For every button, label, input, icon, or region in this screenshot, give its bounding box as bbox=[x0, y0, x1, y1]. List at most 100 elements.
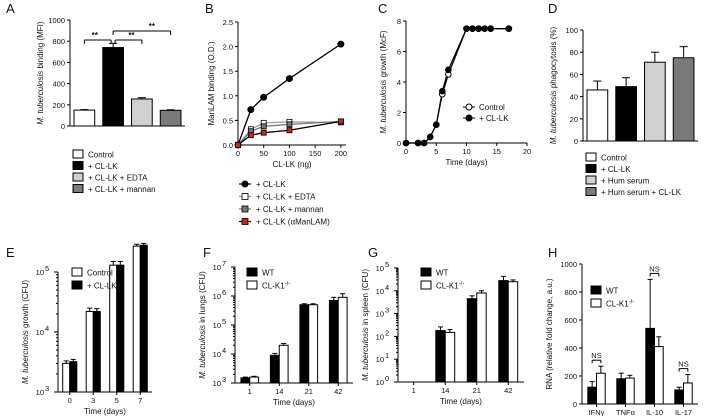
data-point bbox=[487, 25, 495, 32]
series-line bbox=[406, 28, 509, 144]
bar bbox=[615, 86, 637, 142]
y-tick-label: 10 bbox=[213, 379, 221, 388]
y-tick-label: 0 bbox=[573, 400, 577, 409]
y-tick-label: 0 bbox=[397, 139, 401, 148]
legend-swatch bbox=[585, 152, 597, 162]
x-tick-label: 10 bbox=[462, 147, 470, 156]
legend-label: + CL-LK bbox=[479, 114, 509, 123]
x-tick-label: 21 bbox=[305, 387, 313, 396]
legend-marker bbox=[241, 180, 249, 188]
data-point bbox=[286, 121, 293, 128]
x-axis-label: Time (days) bbox=[273, 398, 315, 407]
x-tick-label: 200 bbox=[335, 149, 348, 158]
legend-label: CL-K1-/- bbox=[262, 282, 290, 291]
panel-letter: H bbox=[548, 245, 557, 260]
x-tick-label: 0 bbox=[68, 396, 72, 405]
data-point bbox=[426, 133, 434, 141]
y-tick-label: 10 bbox=[376, 264, 384, 273]
legend-label: Control bbox=[88, 151, 114, 160]
series-line bbox=[406, 28, 509, 144]
x-tick-label: 15 bbox=[493, 147, 501, 156]
bar bbox=[278, 344, 289, 384]
x-tick-label: 0 bbox=[236, 149, 240, 158]
x-tick-label: IFNγ bbox=[589, 408, 605, 416]
x-tick-label: 5 bbox=[434, 147, 438, 156]
legend-label: + CL-LK bbox=[601, 165, 631, 174]
x-tick-label: 100 bbox=[283, 149, 296, 158]
y-tick-exponent: 2 bbox=[385, 328, 389, 337]
legend-label: + CL-LK (αManLAM) bbox=[256, 218, 330, 227]
significance-mark: NS bbox=[591, 351, 601, 360]
data-point bbox=[469, 25, 476, 32]
data-point bbox=[439, 87, 446, 95]
legend-label: WT bbox=[262, 269, 275, 278]
legend-marker bbox=[465, 114, 473, 122]
legend-swatch bbox=[71, 280, 83, 290]
significance-mark: NS bbox=[678, 360, 688, 369]
bar bbox=[683, 382, 693, 405]
data-point bbox=[337, 118, 344, 125]
data-point bbox=[414, 139, 422, 147]
y-tick-label: 200 bbox=[52, 101, 65, 110]
legend-marker bbox=[241, 193, 249, 200]
panel-letter: B bbox=[205, 1, 214, 16]
bar bbox=[102, 47, 124, 127]
y-tick-label: 10 bbox=[36, 328, 44, 337]
legend-label: + Hum serum + CL-LK bbox=[601, 188, 682, 197]
y-tick-label: 600 bbox=[564, 316, 577, 325]
y-tick-label: 2.0 bbox=[223, 43, 233, 52]
x-axis-label: Time (days) bbox=[84, 407, 126, 416]
y-tick-label: 0.5 bbox=[223, 116, 233, 125]
legend-label: CL-K1-/- bbox=[436, 282, 464, 291]
bar bbox=[587, 386, 597, 405]
x-tick-label: 21 bbox=[473, 386, 481, 395]
y-tick-label: 2 bbox=[397, 109, 401, 118]
y-tick-label: 400 bbox=[52, 80, 65, 89]
bar bbox=[240, 377, 251, 384]
y-tick-label: 0 bbox=[61, 122, 65, 131]
panel-H: H 0 200 400 600 800 1000 RNA (relative fold cha… bbox=[545, 245, 698, 416]
bar bbox=[444, 331, 456, 383]
bar bbox=[435, 330, 446, 383]
legend-swatch bbox=[420, 267, 432, 277]
y-tick-exponent: 3 bbox=[385, 306, 389, 315]
legend-swatch bbox=[246, 280, 258, 290]
y-tick-label: 0 bbox=[574, 137, 578, 146]
y-tick-label: 40 bbox=[570, 93, 578, 102]
y-tick-label: 100 bbox=[565, 26, 578, 35]
bar bbox=[69, 361, 78, 393]
bar bbox=[507, 281, 519, 383]
y-tick-label: 10 bbox=[376, 355, 384, 364]
significance-mark: ** bbox=[92, 31, 99, 40]
data-point bbox=[505, 25, 513, 32]
legend-label: WT bbox=[606, 287, 619, 296]
data-point bbox=[445, 66, 452, 74]
legend-label: Control bbox=[601, 154, 627, 163]
data-point bbox=[420, 139, 428, 147]
y-tick-label: 200 bbox=[564, 372, 577, 381]
data-point bbox=[260, 123, 267, 130]
y-tick-exponent: 0 bbox=[385, 374, 389, 383]
y-axis-label: M. tuberculosis in lungs (CFU) bbox=[198, 271, 207, 379]
y-tick-label: 1000 bbox=[48, 16, 65, 25]
legend-swatch bbox=[420, 280, 432, 290]
legend-swatch bbox=[590, 298, 602, 308]
legend-label: + Hum serum bbox=[601, 177, 650, 186]
panel-letter: E bbox=[6, 245, 15, 260]
bar bbox=[85, 310, 94, 393]
x-tick-label: IL-17 bbox=[675, 408, 692, 416]
bar bbox=[328, 299, 339, 384]
bar bbox=[139, 244, 148, 393]
y-axis-label: M. tuberculosis in spleen (CFU) bbox=[361, 269, 370, 381]
bar bbox=[625, 377, 635, 405]
bar bbox=[498, 280, 509, 383]
bar bbox=[73, 109, 96, 127]
x-tick-label: 150 bbox=[309, 149, 322, 158]
bar bbox=[62, 362, 71, 393]
y-tick-label: 1.5 bbox=[223, 67, 233, 76]
x-tick-label: 1 bbox=[248, 387, 252, 396]
y-tick-label: 800 bbox=[52, 37, 65, 46]
bar bbox=[308, 304, 319, 384]
